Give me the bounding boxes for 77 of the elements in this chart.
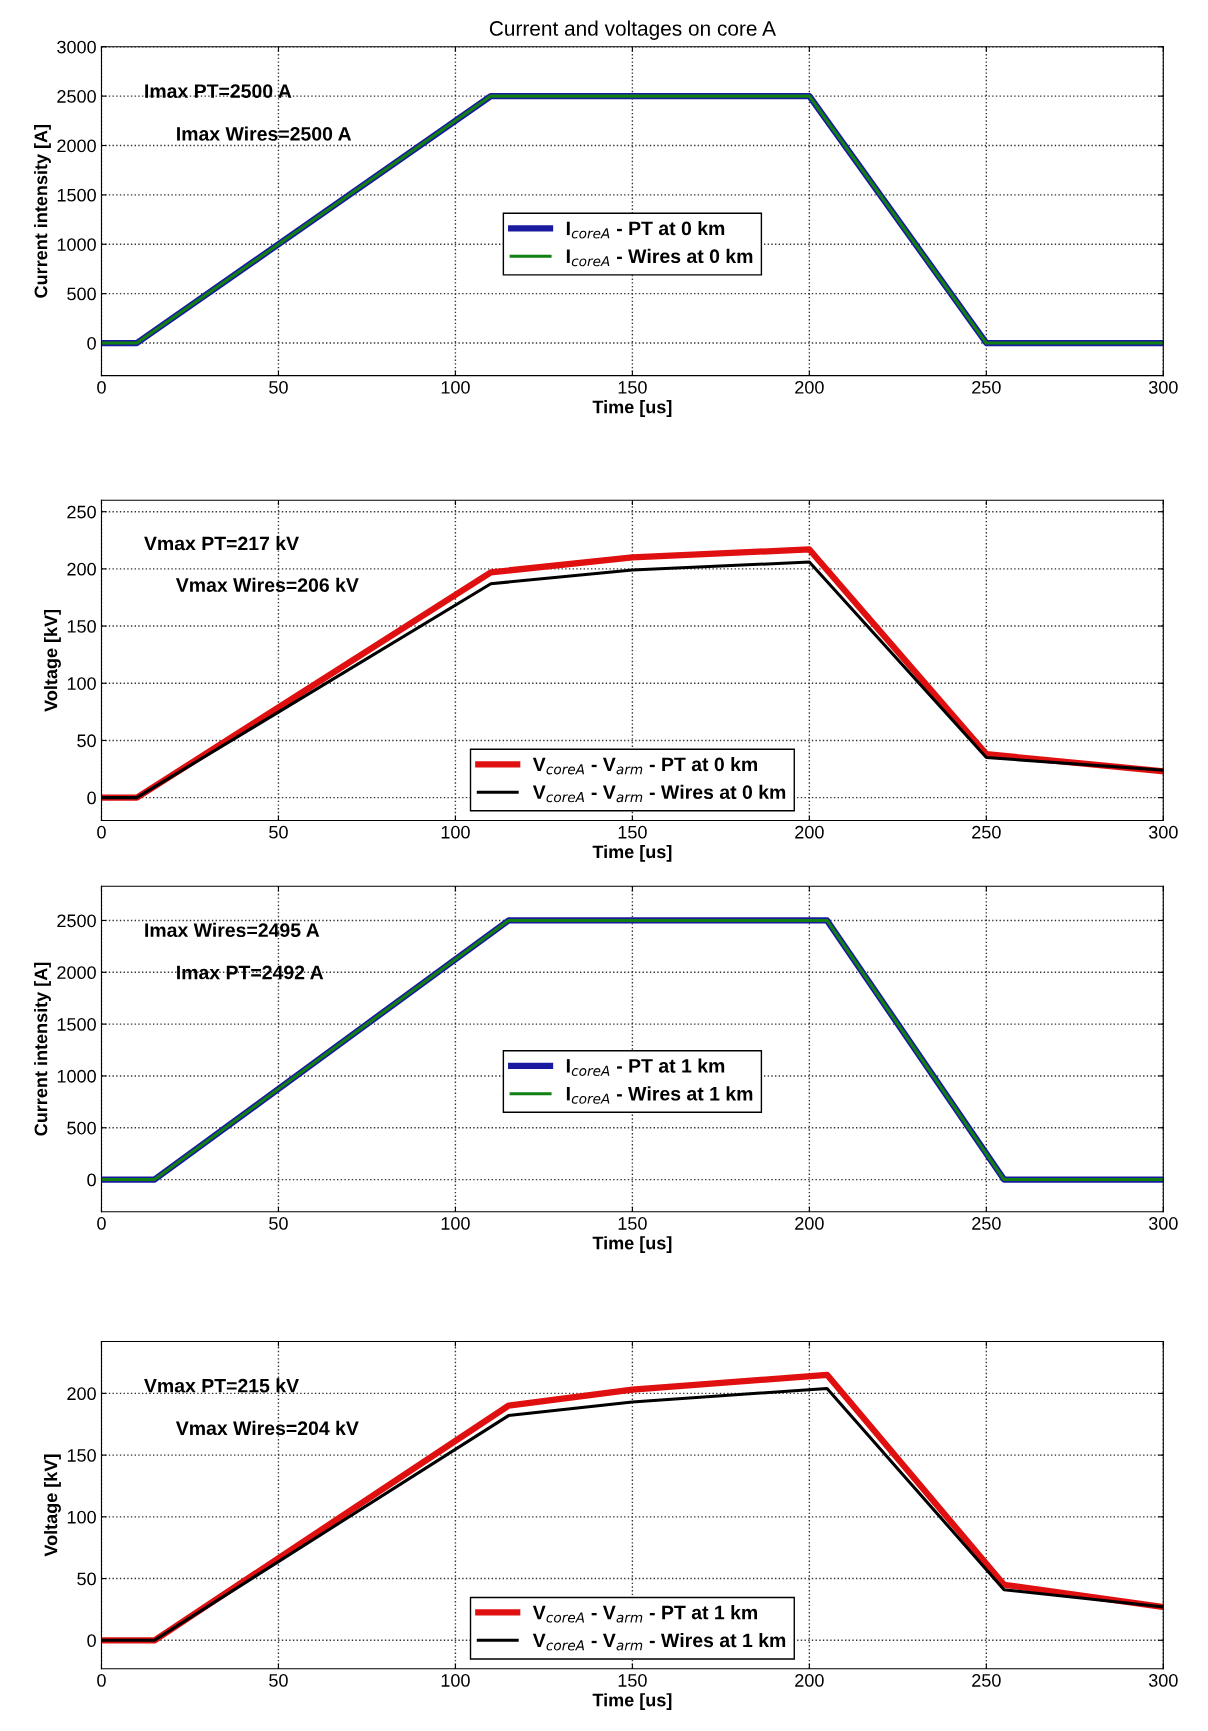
x-tick-label: 0 — [97, 1217, 106, 1230]
legend-label: I$_{coreA}$ - Wires at 1 km — [566, 1086, 753, 1104]
y-tick-label: 3000 — [57, 40, 96, 54]
x-tick-label: 200 — [795, 1674, 824, 1687]
annotation: Vmax PT=215 kV — [144, 1378, 299, 1393]
y-tick-label: 200 — [67, 1387, 96, 1401]
y-tick-label: 2500 — [57, 914, 96, 928]
x-tick-label: 250 — [972, 380, 1001, 394]
y-tick-label: 0 — [87, 791, 96, 805]
x-axis-title: Time [us] — [592, 844, 672, 862]
y-axis-title: Current intensity [A] — [34, 124, 51, 298]
x-tick-label: 150 — [618, 1217, 647, 1230]
x-tick-label: 250 — [972, 1217, 1001, 1230]
y-tick-label: 200 — [67, 562, 96, 576]
y-tick-label: 0 — [87, 1634, 96, 1648]
legend-label: V$_{coreA}$ - V$_{arm}$ - PT at 0 km — [532, 756, 758, 775]
x-axis-title: Time [us] — [592, 400, 672, 417]
legend-label: V$_{coreA}$ - V$_{arm}$ - PT at 1 km — [532, 1605, 758, 1623]
x-tick-label: 150 — [618, 825, 647, 839]
x-tick-label: 250 — [972, 1674, 1001, 1687]
y-axis-title: Current intensity [A] — [34, 962, 51, 1136]
y-tick-label: 150 — [67, 1449, 96, 1462]
x-tick-label: 50 — [269, 1217, 288, 1230]
x-tick-label: 300 — [1148, 1674, 1178, 1687]
y-tick-label: 1000 — [57, 238, 96, 251]
y-tick-label: 1500 — [57, 188, 96, 202]
y-tick-label: 500 — [67, 1121, 96, 1135]
y-tick-label: 500 — [67, 287, 96, 301]
y-tick-label: 0 — [87, 336, 96, 350]
x-tick-label: 250 — [972, 825, 1001, 839]
x-tick-label: 100 — [441, 1217, 470, 1230]
x-tick-label: 0 — [97, 1674, 106, 1687]
x-tick-label: 50 — [269, 1674, 288, 1687]
y-tick-label: 50 — [77, 734, 96, 748]
x-tick-label: 50 — [269, 380, 288, 394]
x-tick-label: 0 — [97, 380, 106, 394]
x-tick-label: 200 — [795, 825, 824, 839]
x-tick-label: 200 — [795, 380, 824, 394]
legend-label: I$_{coreA}$ - Wires at 0 km — [566, 248, 753, 267]
y-tick-label: 1000 — [57, 1069, 96, 1083]
legend-label: I$_{coreA}$ - PT at 0 km — [566, 220, 725, 239]
x-tick-label: 200 — [795, 1217, 824, 1230]
y-tick-label: 100 — [67, 1510, 96, 1524]
annotation: Vmax Wires=206 kV — [175, 577, 359, 592]
y-tick-label: 0 — [87, 1173, 96, 1187]
legend-label: V$_{coreA}$ - V$_{arm}$ - Wires at 1 km — [532, 1632, 786, 1651]
y-tick-label: 1500 — [57, 1018, 96, 1031]
x-tick-label: 0 — [97, 825, 106, 839]
y-tick-label: 2500 — [57, 90, 96, 103]
x-tick-label: 150 — [618, 1674, 647, 1687]
y-tick-label: 2000 — [57, 966, 96, 980]
x-axis-title: Time [us] — [592, 1693, 672, 1710]
annotation: Vmax PT=217 kV — [144, 536, 299, 551]
x-tick-label: 300 — [1148, 380, 1178, 394]
x-axis-title: Time [us] — [592, 1236, 672, 1253]
annotation: Imax Wires=2500 A — [177, 126, 352, 141]
x-tick-label: 150 — [618, 380, 647, 394]
y-tick-label: 2000 — [57, 139, 96, 153]
y-axis-title: Voltage [kV] — [44, 609, 61, 712]
legend-label: I$_{coreA}$ - PT at 1 km — [566, 1058, 725, 1076]
x-tick-label: 300 — [1148, 825, 1178, 839]
x-tick-label: 50 — [269, 825, 288, 839]
y-tick-label: 250 — [67, 505, 96, 519]
y-axis-title: Voltage [kV] — [44, 1454, 61, 1557]
x-tick-label: 100 — [441, 825, 470, 839]
annotation: Imax PT=2492 A — [177, 965, 324, 980]
annotation: Imax Wires=2495 A — [145, 922, 320, 938]
x-tick-label: 300 — [1148, 1217, 1178, 1230]
annotation: Vmax Wires=204 kV — [175, 1420, 359, 1436]
y-tick-label: 150 — [67, 620, 96, 633]
y-tick-label: 50 — [77, 1572, 96, 1586]
y-tick-label: 100 — [67, 677, 96, 690]
annotation: Imax PT=2500 A — [145, 84, 292, 98]
chart-title: Current and voltages on core A — [489, 20, 776, 40]
x-tick-label: 100 — [441, 1674, 470, 1687]
x-tick-label: 100 — [441, 380, 470, 394]
legend-label: V$_{coreA}$ - V$_{arm}$ - Wires at 0 km — [532, 784, 786, 803]
